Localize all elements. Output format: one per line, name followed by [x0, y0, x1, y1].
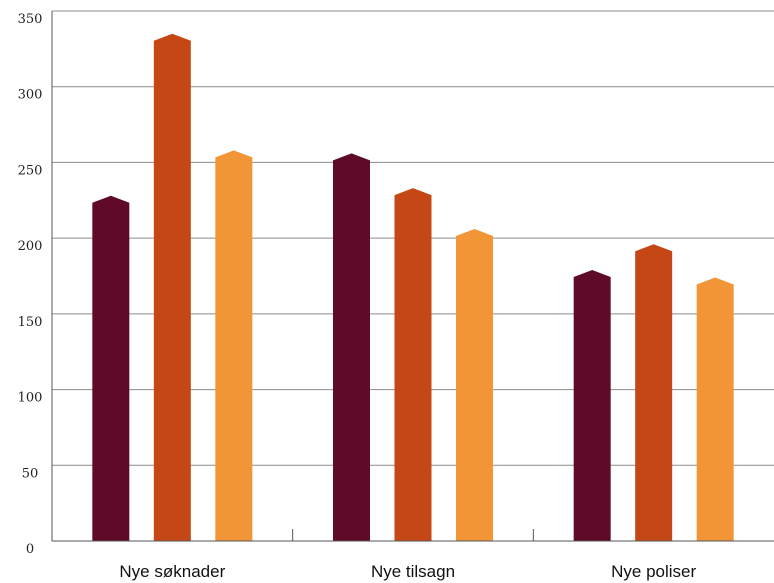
- bar: [573, 269, 611, 541]
- y-tick-label: 150: [18, 315, 43, 330]
- bar: [215, 150, 253, 542]
- y-tick-label: 300: [18, 88, 43, 103]
- y-tick-label: 50: [22, 466, 39, 481]
- y-axis-ticks: 0 50 100 150 200 250 300 350: [18, 12, 43, 557]
- x-axis-categories: Nye søknader Nye tilsagn Nye poliser: [119, 562, 696, 581]
- bar: [456, 229, 493, 542]
- y-tick-label: 250: [18, 163, 43, 178]
- bar: [394, 188, 432, 541]
- bar: [333, 153, 370, 542]
- category-label: Nye søknader: [119, 562, 225, 581]
- y-tick-label: 100: [18, 391, 43, 406]
- y-tick-label: 350: [18, 12, 43, 27]
- category-label: Nye tilsagn: [371, 562, 455, 581]
- y-tick-label: 200: [18, 239, 43, 254]
- bar: [153, 33, 191, 541]
- bar: [635, 244, 673, 541]
- bar: [696, 277, 734, 541]
- x-axis: [51, 11, 774, 542]
- bar: [92, 195, 130, 541]
- y-tick-label: 0: [26, 542, 34, 557]
- category-label: Nye poliser: [611, 562, 696, 581]
- bars: [92, 33, 734, 542]
